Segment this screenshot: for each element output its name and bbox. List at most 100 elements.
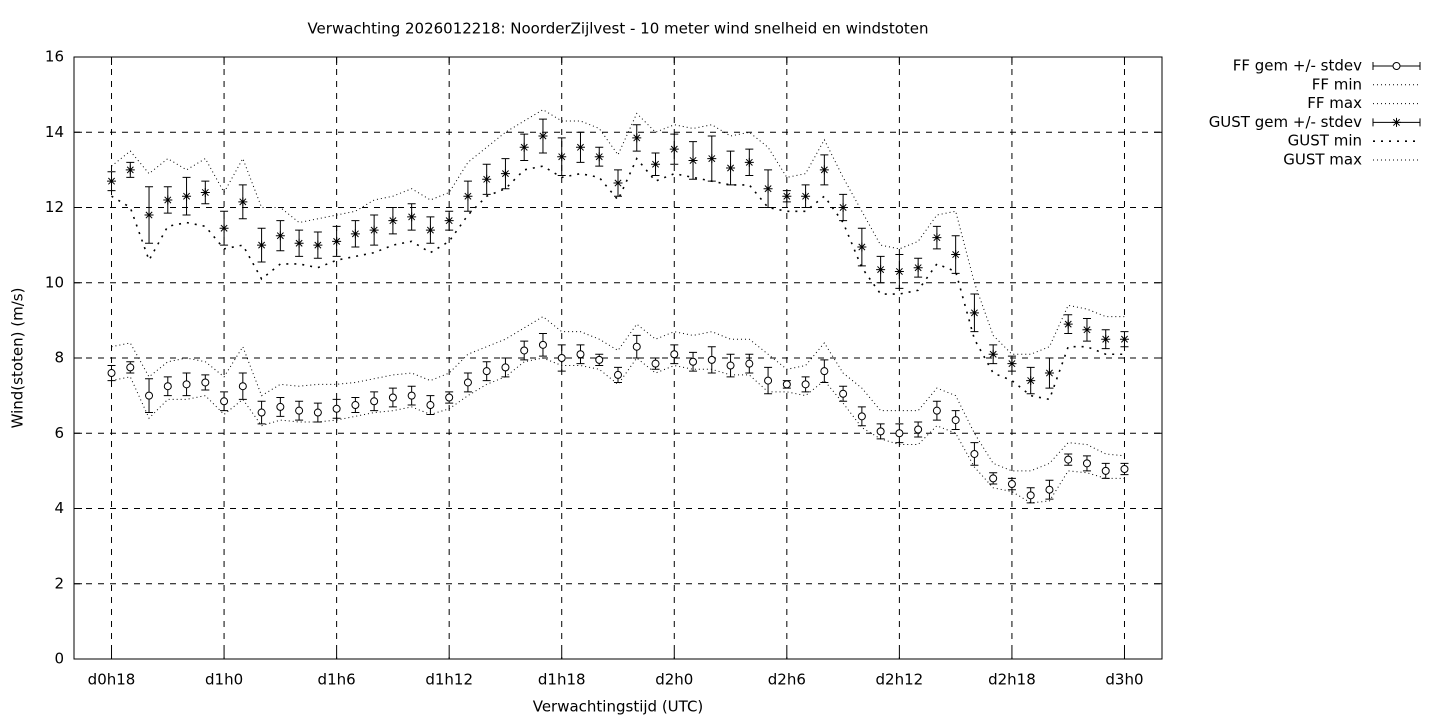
marker	[575, 142, 585, 152]
marker	[613, 178, 623, 188]
marker	[369, 225, 379, 235]
x-tick-label: d2h18	[988, 671, 1036, 689]
y-tick-label: 12	[45, 198, 64, 216]
marker	[632, 133, 642, 143]
legend-label: FF min	[1312, 75, 1362, 93]
marker	[988, 349, 998, 359]
marker	[651, 159, 661, 169]
marker	[463, 378, 472, 387]
marker	[782, 191, 792, 201]
marker	[932, 406, 941, 415]
marker	[1119, 334, 1129, 344]
marker	[951, 416, 960, 425]
marker	[689, 357, 698, 366]
legend-label: GUST min	[1288, 132, 1362, 150]
marker	[745, 359, 754, 368]
marker	[1120, 464, 1129, 473]
marker	[238, 382, 247, 391]
marker	[895, 429, 904, 438]
marker	[182, 191, 192, 201]
marker	[388, 393, 397, 402]
marker	[332, 236, 342, 246]
marker	[463, 191, 473, 201]
marker	[200, 187, 210, 197]
marker	[839, 389, 848, 398]
marker	[595, 355, 604, 364]
marker	[144, 210, 154, 220]
x-tick-label: d2h6	[768, 671, 806, 689]
y-tick-label: 8	[54, 349, 64, 367]
marker	[425, 225, 435, 235]
marker	[764, 376, 773, 385]
marker	[145, 391, 154, 400]
marker	[801, 380, 810, 389]
marker	[351, 401, 360, 410]
marker	[332, 404, 341, 413]
marker	[1026, 491, 1035, 500]
y-tick-label: 16	[45, 48, 64, 66]
marker	[857, 412, 866, 421]
marker	[445, 393, 454, 402]
marker	[744, 157, 754, 167]
marker	[313, 240, 323, 250]
y-tick-label: 2	[54, 574, 64, 592]
marker	[407, 212, 417, 222]
legend-marker	[1392, 62, 1401, 70]
marker	[594, 152, 604, 162]
marker	[557, 152, 567, 162]
x-tick-label: d1h6	[318, 671, 356, 689]
marker	[763, 184, 773, 194]
legend-label: FF max	[1307, 94, 1362, 112]
marker	[726, 361, 735, 370]
marker	[482, 174, 492, 184]
marker	[894, 266, 904, 276]
marker	[651, 359, 660, 368]
marker	[500, 169, 510, 179]
x-tick-label: d2h12	[876, 671, 924, 689]
marker	[257, 240, 267, 250]
marker	[276, 402, 285, 411]
marker	[782, 380, 791, 389]
marker	[1063, 319, 1073, 329]
marker	[707, 154, 717, 164]
x-tick-label: d2h0	[655, 671, 693, 689]
y-tick-label: 0	[54, 650, 64, 668]
legend-label: GUST max	[1283, 151, 1362, 169]
legend-label: GUST gem +/- stdev	[1209, 113, 1362, 131]
y-tick-label: 4	[54, 499, 64, 517]
line-series	[111, 109, 1125, 355]
marker	[1101, 334, 1111, 344]
marker	[444, 216, 454, 226]
marker	[388, 216, 398, 226]
marker	[576, 350, 585, 359]
marker	[726, 163, 736, 173]
marker	[107, 369, 116, 378]
marker	[501, 363, 510, 372]
marker	[989, 474, 998, 483]
marker	[407, 391, 416, 400]
marker	[1007, 480, 1016, 489]
plot-border	[73, 56, 1163, 660]
legend-label: FF gem +/- stdev	[1233, 57, 1362, 75]
x-tick-label: d1h0	[205, 671, 243, 689]
marker	[520, 346, 529, 355]
marker	[1082, 325, 1092, 335]
marker	[932, 233, 942, 243]
marker	[370, 397, 379, 406]
marker	[669, 144, 679, 154]
marker	[257, 408, 266, 417]
marker	[876, 427, 885, 436]
marker	[1064, 455, 1073, 464]
marker	[876, 265, 886, 275]
marker	[1007, 359, 1017, 369]
marker	[557, 354, 566, 362]
marker	[275, 231, 285, 241]
marker	[125, 165, 135, 175]
marker	[201, 378, 210, 387]
x-tick-label: d3h0	[1105, 671, 1143, 689]
marker	[350, 229, 360, 239]
marker	[426, 401, 435, 410]
marker	[614, 370, 622, 379]
